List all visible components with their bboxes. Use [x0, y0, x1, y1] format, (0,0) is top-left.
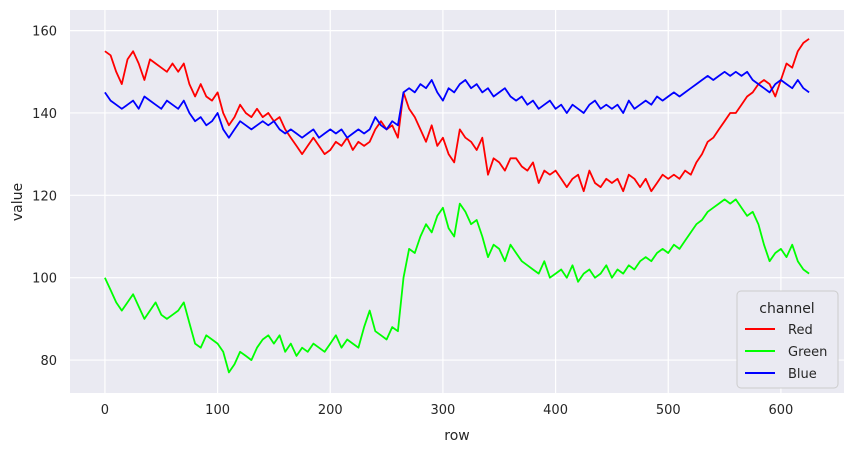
series-lines [104, 38, 810, 374]
legend-title: channel [759, 301, 814, 317]
legend-entries: Red Green Blue [745, 323, 827, 382]
grid-lines [70, 10, 844, 393]
series-line-green [104, 198, 810, 374]
x-tick-label: 300 [431, 403, 456, 418]
x-tick-label: 100 [205, 403, 230, 418]
x-tick-label: 600 [768, 403, 793, 418]
y-tick-label: 160 [32, 25, 57, 40]
x-tick-label: 500 [656, 403, 681, 418]
x-axis-label: row [444, 428, 469, 444]
plot-background [70, 10, 844, 393]
legend: channel Red Green Blue [736, 290, 839, 389]
y-tick-label: 80 [40, 354, 57, 369]
legend-label-green: Green [788, 345, 827, 360]
y-tick-label: 140 [32, 107, 57, 122]
x-tick-label: 0 [101, 403, 109, 418]
y-axis-label: value [10, 183, 26, 221]
y-tick-label: 120 [32, 189, 57, 204]
legend-box [736, 290, 839, 389]
legend-label-blue: Blue [788, 367, 817, 382]
x-tick-label: 400 [543, 403, 568, 418]
series-line-blue [104, 70, 810, 139]
legend-label-red: Red [788, 323, 813, 338]
y-axis-ticks: 80 100 120 140 160 [32, 25, 57, 369]
series-line-red [104, 38, 810, 193]
y-tick-label: 100 [32, 272, 57, 287]
x-axis-ticks: 0 100 200 300 400 500 600 [101, 403, 794, 418]
x-tick-label: 200 [318, 403, 343, 418]
